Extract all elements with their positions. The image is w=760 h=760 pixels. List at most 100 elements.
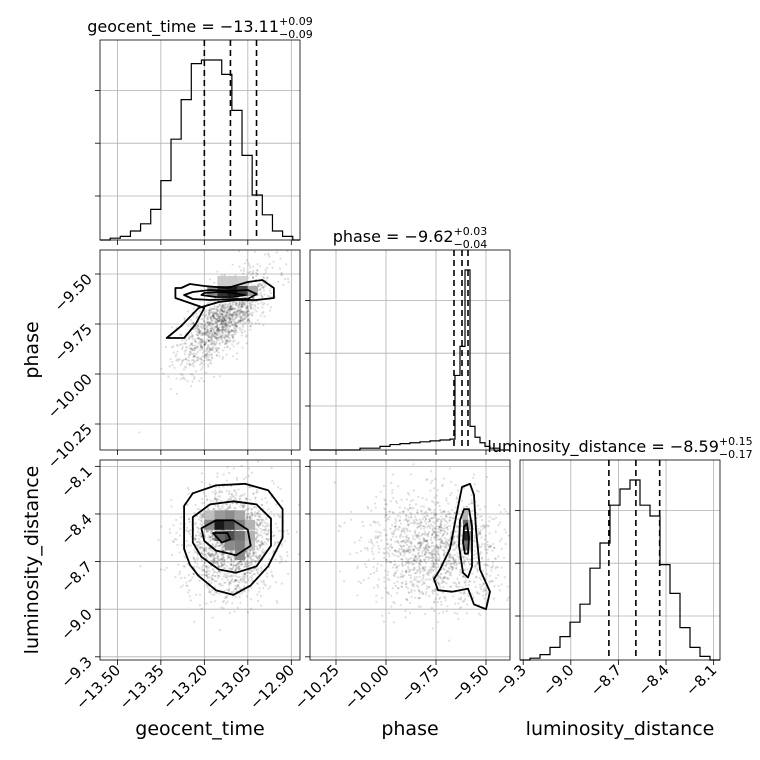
contour-line	[183, 289, 258, 301]
scatter-point	[297, 503, 300, 506]
scatter-point	[452, 540, 455, 543]
scatter-point	[211, 593, 214, 596]
scatter-point	[284, 560, 287, 563]
scatter-point	[227, 556, 230, 559]
scatter-point	[467, 554, 470, 557]
scatter-point	[233, 327, 236, 330]
scatter-point	[516, 553, 518, 555]
scatter-point	[399, 515, 402, 518]
scatter-point	[220, 305, 223, 308]
scatter-point	[216, 555, 219, 558]
scatter-point	[242, 573, 245, 576]
scatter-point	[272, 482, 276, 485]
scatter-point	[424, 612, 427, 615]
contour-line	[191, 500, 272, 574]
scatter-point	[436, 501, 439, 504]
scatter-point	[373, 502, 377, 505]
scatter-point	[399, 533, 403, 536]
scatter-point	[400, 575, 403, 578]
scatter-point	[435, 530, 438, 534]
scatter-point	[230, 559, 233, 562]
scatter-point	[232, 495, 235, 498]
scatter-point	[276, 541, 279, 544]
scatter-point	[226, 322, 229, 325]
scatter-point	[218, 319, 221, 322]
scatter-point	[227, 321, 230, 324]
scatter-point	[435, 547, 438, 550]
scatter-point	[236, 567, 239, 570]
scatter-point	[448, 571, 451, 574]
scatter-point	[204, 553, 207, 556]
scatter-point	[362, 524, 365, 528]
scatter-point	[419, 554, 422, 558]
scatter-point	[242, 301, 245, 304]
scatter-point	[231, 329, 234, 332]
scatter-point	[195, 352, 198, 356]
scatter-point	[247, 309, 250, 312]
scatter-point	[229, 563, 233, 567]
scatter-point	[199, 519, 203, 523]
scatter-point	[257, 582, 260, 585]
scatter-point	[237, 320, 240, 323]
scatter-point	[228, 307, 231, 310]
scatter-point	[223, 335, 226, 338]
scatter-point	[229, 312, 232, 315]
scatter-point	[212, 375, 216, 378]
scatter-point	[409, 506, 412, 510]
scatter-point	[373, 520, 376, 523]
scatter-point	[456, 540, 459, 543]
scatter-point	[393, 549, 396, 552]
scatter-point	[215, 348, 218, 352]
scatter-point	[247, 307, 250, 310]
scatter-point	[266, 276, 269, 280]
scatter-point	[414, 555, 418, 559]
scatter-point	[209, 535, 212, 539]
scatter-point	[433, 530, 436, 534]
scatter-point	[419, 541, 422, 545]
scatter-point	[454, 602, 457, 605]
scatter-point	[426, 570, 429, 573]
scatter-point	[205, 556, 208, 559]
scatter-point	[217, 313, 221, 316]
scatter-point	[207, 358, 211, 361]
scatter-point	[246, 314, 249, 317]
scatter-point	[404, 550, 407, 554]
scatter-point	[217, 328, 220, 331]
scatter-point	[497, 574, 500, 577]
scatter-point	[398, 547, 401, 551]
scatter-point	[407, 567, 410, 570]
scatter-point	[202, 513, 205, 516]
scatter-point	[224, 321, 227, 324]
scatter-point	[263, 528, 266, 531]
scatter-point	[425, 547, 428, 550]
scatter-point	[432, 531, 435, 535]
scatter-point	[431, 541, 434, 544]
scatter-point	[236, 326, 239, 329]
scatter-point	[261, 541, 264, 544]
scatter-point	[391, 587, 394, 590]
scatter-point	[380, 564, 383, 567]
scatter-point	[445, 499, 448, 502]
scatter-point	[225, 503, 229, 506]
scatter-point	[451, 567, 454, 570]
scatter-point	[492, 542, 495, 546]
scatter-point	[208, 346, 211, 350]
scatter-point	[224, 322, 227, 325]
scatter-point	[211, 561, 215, 564]
scatter-point	[227, 492, 231, 495]
scatter-point	[229, 316, 232, 319]
scatter-point	[389, 543, 393, 546]
scatter-point	[230, 567, 234, 571]
scatter-point	[225, 312, 229, 315]
scatter-point	[239, 560, 242, 563]
scatter-point	[193, 548, 196, 551]
scatter-point	[432, 566, 436, 569]
scatter-point	[221, 339, 224, 343]
scatter-point	[242, 313, 245, 316]
scatter-point	[228, 316, 231, 319]
scatter-point	[245, 310, 248, 313]
scatter-point	[224, 333, 227, 336]
scatter-point	[500, 583, 503, 586]
scatter-point	[402, 540, 405, 543]
scatter-point	[242, 318, 245, 322]
